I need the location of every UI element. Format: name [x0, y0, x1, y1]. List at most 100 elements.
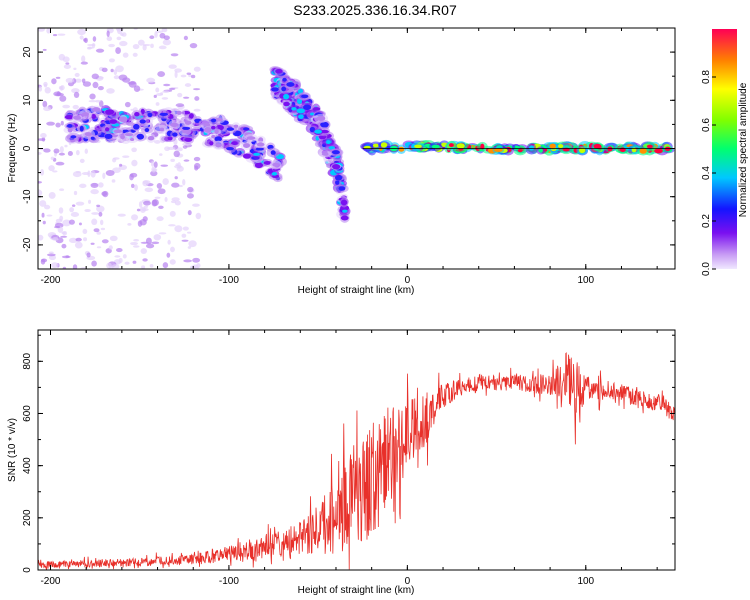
spectrogram-noise-cell: [39, 200, 47, 207]
spectrogram-noise-cell: [187, 246, 192, 249]
spectrogram-noise-cell: [157, 71, 166, 78]
spectrogram-noise-cell: [132, 260, 137, 264]
spectrogram-noise-cell: [91, 42, 96, 49]
spectrogram-cell: [282, 77, 287, 82]
spectrogram-cell: [159, 127, 165, 132]
spectrogram-noise-cell: [68, 237, 78, 244]
spectrogram-noise-cell: [187, 186, 194, 193]
spectrogram-noise-cell: [68, 219, 75, 225]
spectrogram-cell: [254, 162, 263, 169]
spectrogram-cell: [136, 133, 145, 140]
spectrogram-cell: [593, 143, 602, 149]
spectrogram-cell: [283, 93, 290, 100]
spectrogram-noise-cell: [131, 183, 135, 188]
spectrogram-noise-cell: [119, 163, 123, 167]
spectrogram-noise-cell: [183, 35, 188, 41]
spectrogram-cell: [312, 107, 321, 111]
spectrogram-noise-cell: [142, 258, 148, 262]
spectrogram-heatmap: [38, 28, 675, 269]
spectrogram-cell: [118, 116, 128, 123]
spectrogram-cell: [398, 146, 405, 152]
spectrogram-noise-cell: [142, 180, 151, 185]
snr-x-tick-label: 0: [405, 576, 411, 587]
spectrogram-noise-cell: [64, 144, 68, 148]
spectrogram-noise-cell: [155, 87, 160, 93]
spectrogram-cell: [517, 148, 523, 153]
spectrogram-cell: [105, 127, 110, 132]
spectrogram-noise-cell: [194, 96, 200, 101]
spectrogram-noise-cell: [168, 224, 176, 227]
spectrogram-noise-cell: [38, 234, 44, 241]
colorbar-gradient: [712, 29, 737, 269]
spectrogram-x-tick-label: -100: [219, 275, 239, 286]
spectrogram-cell: [332, 163, 341, 170]
spectrogram-noise-cell: [43, 106, 52, 112]
spectrogram-noise-cell: [117, 213, 126, 217]
spectrogram-noise-cell: [108, 58, 115, 63]
spectrogram-noise-cell: [122, 254, 127, 259]
spectrogram-cell: [170, 122, 179, 128]
spectrogram-noise-cell: [60, 120, 64, 126]
spectrogram-x-tick-label: 0: [405, 275, 411, 286]
spectrogram-noise-cell: [101, 239, 109, 244]
spectrogram-noise-cell: [193, 88, 201, 91]
spectrogram-noise-cell: [57, 33, 66, 36]
spectrogram-y-tick-label: 10: [22, 94, 33, 106]
spectrogram-x-ticks: -200 -100 0 100: [40, 28, 658, 286]
spectrogram-noise-cell: [65, 255, 70, 258]
spectrogram-noise-cell: [55, 76, 61, 79]
spectrogram-noise-cell: [110, 68, 114, 73]
spectrogram-cell: [494, 147, 503, 152]
spectrogram-noise-cell: [96, 204, 101, 208]
spectrogram-noise-cell: [93, 228, 100, 233]
spectrogram-cell: [81, 112, 90, 117]
spectrogram-noise-cell: [88, 199, 92, 204]
spectrogram-noise-cell: [154, 139, 161, 144]
spectrogram-noise-cell: [106, 30, 110, 38]
spectrogram-noise-cell: [83, 237, 88, 242]
colorbar: 0.0 0.2 0.4 0.6 0.8 Normalized spectral ampl…: [701, 29, 749, 276]
spectrogram-noise-cell: [72, 104, 79, 110]
spectrogram-noise-cell: [92, 36, 97, 42]
spectrogram-cell: [414, 144, 422, 149]
colorbar-tick-label: 0.6: [701, 118, 712, 132]
spectrogram-noise-cell: [112, 157, 117, 163]
spectrogram-noise-cell: [73, 190, 78, 196]
spectrogram-noise-cell: [162, 90, 170, 94]
spectrogram-noise-cell: [183, 159, 190, 162]
spectrogram-cell: [271, 87, 279, 92]
spectrogram-noise-cell: [170, 53, 179, 57]
spectrogram-cell: [320, 121, 329, 128]
spectrogram-noise-cell: [62, 266, 67, 269]
spectrogram-cell: [214, 136, 222, 142]
spectrogram-noise-cell: [91, 73, 99, 80]
spectrogram-cell: [90, 136, 95, 140]
spectrogram-noise-cell: [41, 212, 45, 218]
spectrogram-noise-cell: [41, 137, 46, 142]
spectrogram-noise-cell: [62, 219, 71, 227]
spectrogram-noise-cell: [143, 205, 149, 208]
spectrogram-cell: [176, 110, 182, 115]
spectrogram-noise-cell: [187, 210, 192, 216]
spectrogram-noise-cell: [62, 104, 71, 109]
spectrogram-noise-cell: [193, 156, 201, 162]
colorbar-ticks: 0.0 0.2 0.4 0.6 0.8: [701, 70, 716, 276]
spectrogram-noise-cell: [142, 216, 148, 222]
spectrogram-noise-cell: [150, 43, 154, 48]
snr-y-axis-label: SNR (10 * v/v): [7, 418, 18, 482]
spectrogram-noise-cell: [111, 179, 116, 183]
spectrogram-noise-cell: [174, 225, 183, 233]
spectrogram-noise-cell: [168, 87, 176, 91]
spectrogram-noise-cell: [102, 190, 109, 198]
spectrogram-noise-cell: [50, 262, 59, 269]
spectrogram-noise-cell: [42, 48, 47, 51]
spectrogram-noise-cell: [109, 235, 118, 242]
spectrogram-cell: [105, 109, 115, 115]
spectrogram-noise-cell: [98, 182, 104, 188]
spectrogram-noise-cell: [142, 43, 151, 47]
snr-y-tick-label: 400: [22, 457, 33, 474]
spectrogram-noise-cell: [43, 148, 51, 153]
spectrogram-cell: [184, 137, 193, 142]
spectrogram-noise-cell: [59, 85, 64, 91]
snr-x-ticks: -200 -100 0 100: [40, 330, 658, 587]
